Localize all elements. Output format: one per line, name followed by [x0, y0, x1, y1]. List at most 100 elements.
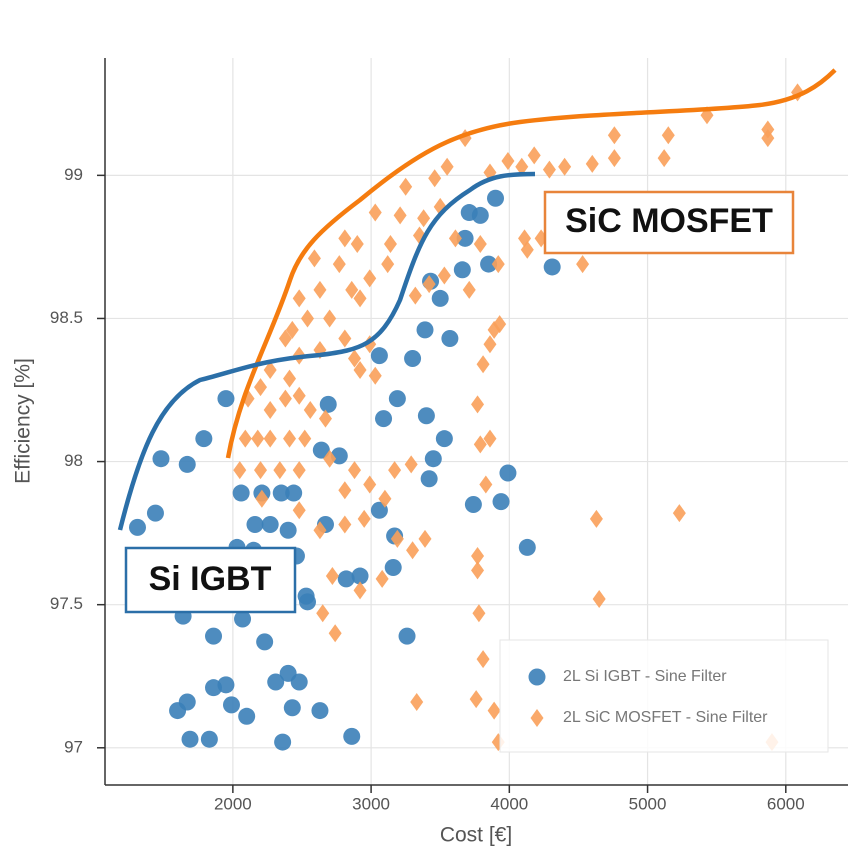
diamond-point	[307, 249, 321, 268]
sic-frontier-curve	[225, 68, 837, 459]
diamond-point	[313, 521, 327, 540]
circle-point	[337, 570, 355, 588]
circle-point	[217, 676, 235, 694]
diamond-point	[657, 149, 671, 168]
circle-point	[312, 441, 330, 459]
diamond-point	[323, 309, 337, 328]
diamond-point	[607, 126, 621, 145]
diamond-point	[501, 152, 515, 171]
diamond-point	[238, 429, 252, 448]
x-tick-label: 4000	[490, 794, 528, 813]
diamond-point	[357, 509, 371, 528]
circle-point	[370, 347, 388, 365]
diamond-point	[493, 315, 507, 334]
diamond-point	[273, 461, 287, 480]
diamond-point	[428, 169, 442, 188]
diamond-point	[491, 255, 505, 274]
diamond-point	[530, 709, 544, 727]
diamond-point	[585, 154, 599, 173]
si-frontier-curve	[117, 171, 536, 531]
y-tick-label: 99	[64, 165, 83, 184]
diamond-point	[393, 206, 407, 225]
diamond-point	[368, 203, 382, 222]
diamond-point	[338, 515, 352, 534]
circle-point	[290, 673, 308, 691]
diamond-point	[462, 280, 476, 299]
diamond-point	[338, 229, 352, 248]
diamond-point	[363, 269, 377, 288]
diamond-point	[418, 529, 432, 548]
diamond-point	[448, 229, 462, 248]
diamond-point	[487, 701, 501, 720]
circle-point	[267, 673, 285, 691]
diamond-point	[278, 329, 292, 348]
diamond-point	[292, 461, 306, 480]
diamond-point	[316, 604, 330, 623]
x-tick-label: 5000	[629, 794, 667, 813]
diamond-point	[303, 401, 317, 420]
diamond-point	[353, 289, 367, 308]
diamond-point	[473, 235, 487, 254]
legend-label: 2L SiC MOSFET - Sine Filter	[563, 709, 768, 726]
diamond-point	[338, 481, 352, 500]
circle-point	[384, 558, 402, 576]
diamond-point	[353, 581, 367, 600]
sic-annotation: SiC MOSFET	[565, 202, 773, 240]
diamond-point	[437, 266, 451, 285]
circle-point	[217, 390, 235, 408]
circle-point	[431, 289, 449, 307]
circle-point	[499, 464, 517, 482]
circle-point	[487, 189, 505, 207]
diamond-point	[298, 429, 312, 448]
diamond-point	[404, 455, 418, 474]
diamond-point	[390, 529, 404, 548]
diamond-point	[483, 335, 497, 354]
diamond-point	[348, 349, 362, 368]
diamond-point	[350, 235, 364, 254]
diamond-point	[672, 504, 686, 523]
circle-point	[178, 693, 196, 711]
diamond-point	[520, 240, 534, 259]
circle-point	[311, 702, 329, 720]
diamond-point	[607, 149, 621, 168]
diamond-point	[589, 509, 603, 528]
diamond-point	[472, 604, 486, 623]
points	[128, 83, 805, 752]
diamond-point	[325, 567, 339, 586]
diamond-point	[318, 409, 332, 428]
circle-point	[441, 329, 459, 347]
diamond-point	[761, 129, 775, 148]
circle-point	[299, 593, 317, 611]
y-tick-label: 98	[64, 451, 83, 470]
circle-point	[234, 610, 252, 628]
y-tick-label: 97.5	[50, 594, 83, 613]
diamond-point	[483, 429, 497, 448]
diamond-point	[408, 286, 422, 305]
circle-point	[471, 206, 489, 224]
diamond-point	[292, 501, 306, 520]
circle-point	[232, 484, 250, 502]
circle-point	[178, 455, 196, 473]
diamond-point	[375, 569, 389, 588]
circle-point	[388, 390, 406, 408]
diamond-point	[263, 429, 277, 448]
circle-point	[424, 450, 442, 468]
circle-point	[152, 450, 170, 468]
circle-point	[435, 430, 453, 448]
diamond-point	[469, 690, 483, 709]
diamond-point	[233, 461, 247, 480]
x-tick-label: 3000	[352, 794, 390, 813]
diamond-point	[479, 475, 493, 494]
y-tick-label: 98.5	[50, 308, 83, 327]
circle-point	[351, 567, 369, 585]
diamond-point	[592, 589, 606, 608]
diamond-point	[363, 475, 377, 494]
circle-point	[518, 538, 536, 556]
diamond-point	[383, 235, 397, 254]
diamond-point	[381, 255, 395, 274]
diamond-point	[399, 177, 413, 196]
circle-point	[246, 516, 264, 534]
circle-point	[456, 229, 474, 247]
diamond-point	[406, 541, 420, 560]
x-tick-label: 6000	[767, 794, 805, 813]
